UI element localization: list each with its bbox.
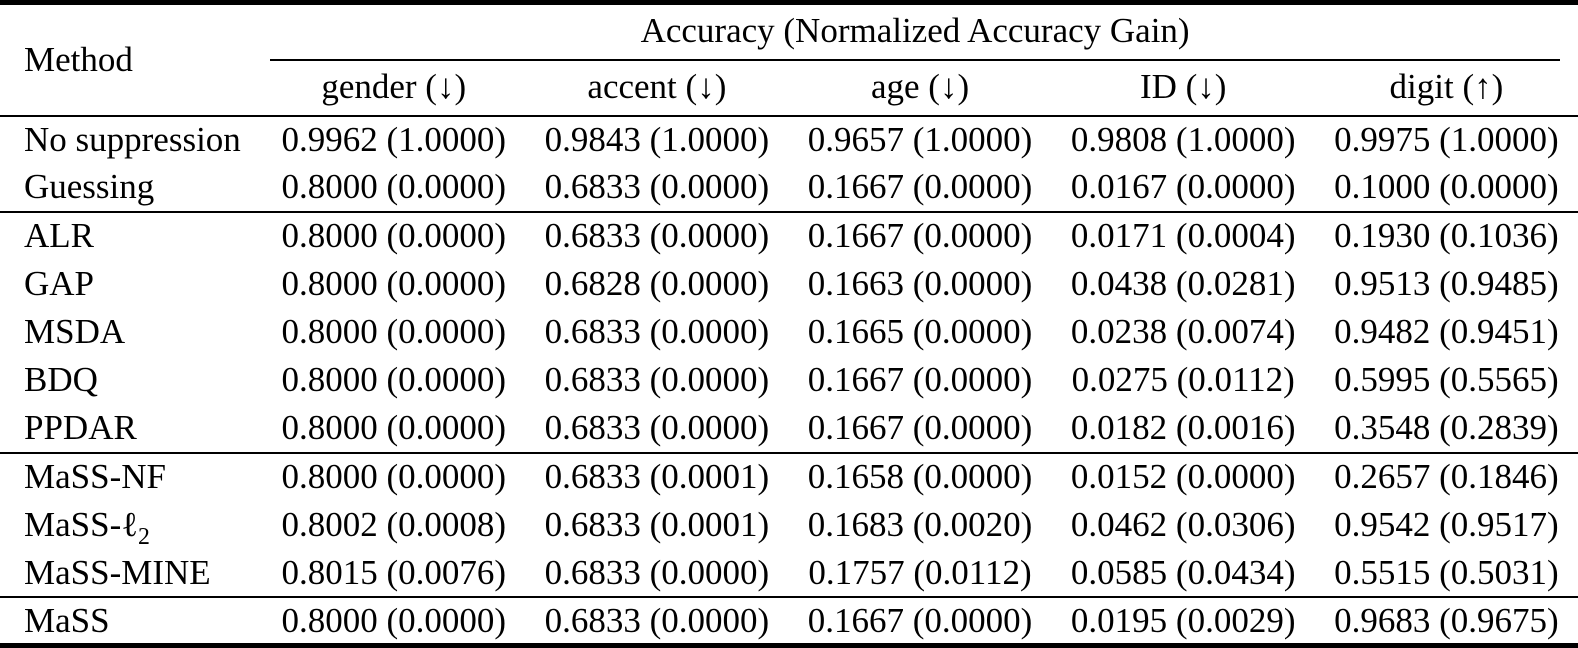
method-cell: PPDAR	[0, 404, 263, 454]
method-label: MaSS-ℓ	[24, 504, 139, 544]
value-cell: 0.0182 (0.0016)	[1051, 404, 1315, 454]
value-cell: 0.9808 (1.0000)	[1070, 120, 1296, 160]
value-cell: 0.0585 (0.0434)	[1051, 549, 1315, 599]
value-cell: 0.6828 (0.0000)	[544, 264, 770, 304]
value-cell: 0.1665 (0.0000)	[807, 312, 1033, 352]
value-cell: 0.8000 (0.0000)	[281, 360, 507, 400]
value-cell: 0.6833 (0.0000)	[525, 404, 789, 454]
method-cell: MaSS-NF	[24, 457, 166, 497]
column-header-age: age (↓)	[788, 59, 1052, 117]
column-header-id: ID (↓)	[1051, 59, 1315, 117]
value-cell: 0.0195 (0.0029)	[1070, 600, 1296, 640]
value-cell: 0.8002 (0.0008)	[281, 504, 507, 544]
value-cell: 0.1683 (0.0020)	[807, 504, 1033, 544]
method-cell: MaSS-MINE	[0, 549, 263, 599]
value-cell: 0.1663 (0.0000)	[807, 264, 1033, 304]
value-cell: 0.9683 (0.9675)	[1334, 600, 1559, 640]
method-cell: BDQ	[24, 360, 98, 400]
value-cell: 0.8000 (0.0000)	[281, 457, 507, 497]
value-cell: 0.1930 (0.1036)	[1334, 216, 1559, 256]
value-cell: 0.5515 (0.5031)	[1314, 549, 1578, 599]
value-cell: 0.9975 (1.0000)	[1334, 120, 1559, 160]
value-cell: 0.6833 (0.0000)	[544, 312, 770, 352]
table-row-mass-mine: MaSS-MINE 0.8015 (0.0076) 0.6833 (0.0000…	[0, 549, 1578, 599]
value-cell: 0.1667 (0.0000)	[788, 404, 1052, 454]
column-header-digit: digit (↑)	[1314, 59, 1578, 117]
method-cell: GAP	[24, 264, 95, 304]
value-cell: 0.0438 (0.0281)	[1070, 264, 1296, 304]
value-cell: 0.2657 (0.1846)	[1334, 457, 1559, 497]
value-cell: 0.9962 (1.0000)	[281, 120, 507, 160]
value-cell: 0.8000 (0.0000)	[262, 404, 526, 454]
value-cell: 0.1000 (0.0000)	[1314, 163, 1578, 213]
value-cell: 0.1667 (0.0000)	[807, 216, 1033, 256]
value-cell: 0.6833 (0.0001)	[544, 457, 770, 497]
value-cell: 0.9482 (0.9451)	[1334, 312, 1559, 352]
method-cell: No suppression	[24, 120, 241, 160]
value-cell: 0.3548 (0.2839)	[1314, 404, 1578, 454]
table-row-no-suppression: No suppression 0.9962 (1.0000) 0.9843 (1…	[0, 116, 1578, 164]
value-cell: 0.6833 (0.0000)	[544, 360, 770, 400]
value-cell: 0.9513 (0.9485)	[1334, 264, 1559, 304]
value-cell: 0.1658 (0.0000)	[807, 457, 1033, 497]
accuracy-span-header: Accuracy (Normalized Accuracy Gain)	[262, 3, 1578, 61]
value-cell: 0.0238 (0.0074)	[1070, 312, 1296, 352]
value-cell: 0.0275 (0.0112)	[1071, 360, 1295, 400]
value-cell: 0.6833 (0.0000)	[544, 216, 770, 256]
table-row-gap: GAP 0.8000 (0.0000) 0.6828 (0.0000) 0.16…	[0, 260, 1578, 308]
value-cell: 0.9843 (1.0000)	[544, 120, 770, 160]
method-cell: MSDA	[24, 312, 126, 352]
table-row-guessing: Guessing 0.8000 (0.0000) 0.6833 (0.0000)…	[0, 163, 1578, 213]
table-row-msda: MSDA 0.8000 (0.0000) 0.6833 (0.0000) 0.1…	[0, 308, 1578, 356]
table-row-mass-nf: MaSS-NF 0.8000 (0.0000) 0.6833 (0.0001) …	[0, 453, 1578, 501]
table-row-bdq: BDQ 0.8000 (0.0000) 0.6833 (0.0000) 0.16…	[0, 356, 1578, 404]
value-cell: 0.8000 (0.0000)	[281, 312, 507, 352]
table-row-mass: MaSS 0.8000 (0.0000) 0.6833 (0.0000) 0.1…	[0, 597, 1578, 645]
header-row-sub: gender (↓) accent (↓) age (↓) ID (↓) dig…	[0, 59, 1578, 117]
value-cell: 0.8000 (0.0000)	[262, 163, 526, 213]
value-cell: 0.8015 (0.0076)	[262, 549, 526, 599]
value-cell: 0.1667 (0.0000)	[788, 163, 1052, 213]
value-cell: 0.6833 (0.0001)	[544, 504, 770, 544]
table-row-alr: ALR 0.8000 (0.0000) 0.6833 (0.0000) 0.16…	[0, 212, 1578, 260]
value-cell: 0.6833 (0.0000)	[525, 163, 789, 213]
column-header-accent: accent (↓)	[525, 59, 789, 117]
table-row-mass-l2: MaSS-ℓ2 0.8002 (0.0008) 0.6833 (0.0001) …	[0, 501, 1578, 549]
accuracy-span-header-label: Accuracy (Normalized Accuracy Gain)	[270, 4, 1560, 61]
value-cell: 0.0462 (0.0306)	[1070, 504, 1296, 544]
value-cell: 0.9657 (1.0000)	[807, 120, 1033, 160]
method-cell: Guessing	[0, 163, 263, 213]
value-cell: 0.8000 (0.0000)	[281, 264, 507, 304]
value-cell: 0.1757 (0.0112)	[788, 549, 1052, 599]
value-cell: 0.1667 (0.0000)	[807, 360, 1033, 400]
value-cell: 0.9542 (0.9517)	[1334, 504, 1559, 544]
method-cell: MaSS-ℓ2	[0, 501, 262, 549]
value-cell: 0.8000 (0.0000)	[281, 216, 507, 256]
value-cell: 0.6833 (0.0000)	[525, 549, 789, 599]
method-cell: MaSS	[24, 600, 110, 640]
value-cell: 0.5995 (0.5565)	[1334, 360, 1559, 400]
value-cell: 0.1667 (0.0000)	[807, 600, 1033, 640]
header-row-top: Method Accuracy (Normalized Accuracy Gai…	[0, 2, 1578, 117]
method-column-header: Method	[0, 2, 263, 117]
column-header-gender: gender (↓)	[262, 59, 526, 117]
value-cell: 0.8000 (0.0000)	[281, 600, 507, 640]
value-cell: 0.6833 (0.0000)	[544, 600, 770, 640]
value-cell: 0.0152 (0.0000)	[1070, 457, 1296, 497]
method-cell: ALR	[24, 216, 94, 256]
value-cell: 0.0171 (0.0004)	[1070, 216, 1296, 256]
value-cell: 0.0167 (0.0000)	[1051, 163, 1315, 213]
method-subscript: 2	[138, 523, 150, 550]
table-row-ppdar: PPDAR 0.8000 (0.0000) 0.6833 (0.0000) 0.…	[0, 404, 1578, 454]
